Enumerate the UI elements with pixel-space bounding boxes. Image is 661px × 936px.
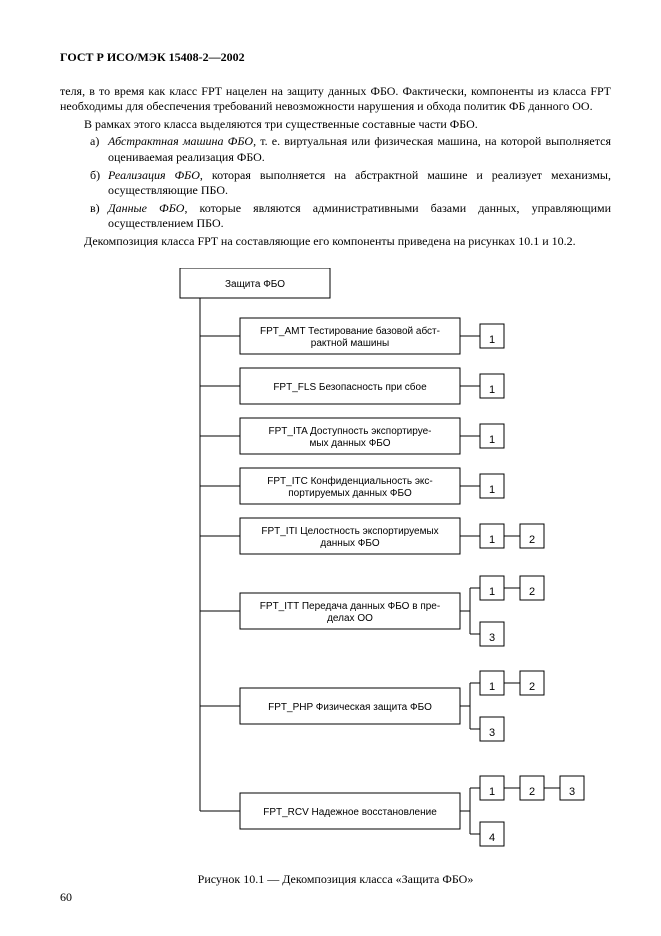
svg-text:FPT_FLS Безопасность при сбое: FPT_FLS Безопасность при сбое bbox=[273, 381, 427, 393]
figure-caption: Рисунок 10.1 — Декомпозиция класса «Защи… bbox=[60, 872, 611, 888]
svg-text:1: 1 bbox=[489, 433, 495, 445]
svg-text:FPT_ITT Передача данных ФБО в: FPT_ITT Передача данных ФБО в пре- bbox=[260, 601, 440, 612]
svg-text:FPT_ITA Доступность экспортиру: FPT_ITA Доступность экспортируе- bbox=[269, 426, 432, 437]
svg-text:FPT_AMT Тестирование базовой а: FPT_AMT Тестирование базовой абст- bbox=[260, 325, 440, 337]
list-item: а)Абстрактная машина ФБО, т. е. виртуаль… bbox=[60, 134, 611, 165]
svg-text:3: 3 bbox=[489, 631, 495, 643]
svg-text:мых данных ФБО: мых данных ФБО bbox=[309, 438, 390, 449]
svg-text:1: 1 bbox=[489, 483, 495, 495]
list-item: в)Данные ФБО, которые являются администр… bbox=[60, 201, 611, 232]
paragraph: В рамках этого класса выделяются три сущ… bbox=[60, 117, 611, 133]
svg-text:портируемых данных ФБО: портируемых данных ФБО bbox=[288, 488, 412, 499]
page-number: 60 bbox=[60, 890, 72, 906]
svg-text:FPT_ITI Целостность экспортиру: FPT_ITI Целостность экспортируемых bbox=[261, 526, 438, 537]
svg-text:2: 2 bbox=[529, 585, 535, 597]
paragraph: Декомпозиция класса FPT на составляющие … bbox=[60, 234, 611, 250]
svg-text:1: 1 bbox=[489, 785, 495, 797]
svg-text:2: 2 bbox=[529, 533, 535, 545]
list-item: б)Реализация ФБО, которая выполняется на… bbox=[60, 168, 611, 199]
svg-text:2: 2 bbox=[529, 785, 535, 797]
svg-text:1: 1 bbox=[489, 533, 495, 545]
svg-text:1: 1 bbox=[489, 680, 495, 692]
paragraph: теля, в то время как класс FPT нацелен н… bbox=[60, 84, 611, 115]
svg-text:FPT_PHP Физическая защита ФБО: FPT_PHP Физическая защита ФБО bbox=[268, 702, 432, 713]
svg-text:3: 3 bbox=[569, 785, 575, 797]
decomposition-diagram: Защита ФБО FPT_AMT Тестирование базовой а… bbox=[120, 268, 590, 858]
svg-text:2: 2 bbox=[529, 680, 535, 692]
svg-text:рактной машины: рактной машины bbox=[311, 338, 389, 349]
body-text-block: теля, в то время как класс FPT нацелен н… bbox=[60, 84, 611, 250]
svg-text:1: 1 bbox=[489, 383, 495, 395]
svg-text:Защита ФБО: Защита ФБО bbox=[225, 279, 285, 290]
svg-text:делах ОО: делах ОО bbox=[327, 613, 373, 624]
svg-text:FPT_RCV Надежное восстановлени: FPT_RCV Надежное восстановление bbox=[263, 807, 437, 818]
svg-text:1: 1 bbox=[489, 333, 495, 345]
svg-text:1: 1 bbox=[489, 585, 495, 597]
doc-header: ГОСТ Р ИСО/МЭК 15408-2—2002 bbox=[60, 50, 611, 66]
svg-text:FPT_ITC Конфиденциальность экс: FPT_ITC Конфиденциальность экс- bbox=[267, 475, 432, 487]
svg-text:3: 3 bbox=[489, 726, 495, 738]
svg-text:данных ФБО: данных ФБО bbox=[320, 538, 379, 549]
svg-text:4: 4 bbox=[489, 831, 495, 843]
page: ГОСТ Р ИСО/МЭК 15408-2—2002 теля, в то в… bbox=[0, 0, 661, 936]
